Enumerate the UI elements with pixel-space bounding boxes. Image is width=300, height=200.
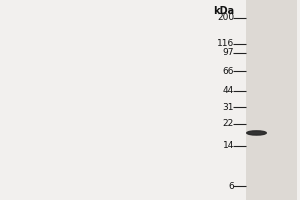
Text: 6: 6 [228,182,234,191]
Text: kDa: kDa [213,6,234,16]
Text: 116: 116 [217,39,234,48]
Text: 66: 66 [223,67,234,76]
Ellipse shape [247,131,266,135]
Text: 97: 97 [223,48,234,57]
Text: 44: 44 [223,86,234,95]
Text: 22: 22 [223,119,234,128]
Text: 200: 200 [217,13,234,22]
Text: 31: 31 [223,103,234,112]
Bar [246,0,297,200]
Text: 14: 14 [223,141,234,150]
